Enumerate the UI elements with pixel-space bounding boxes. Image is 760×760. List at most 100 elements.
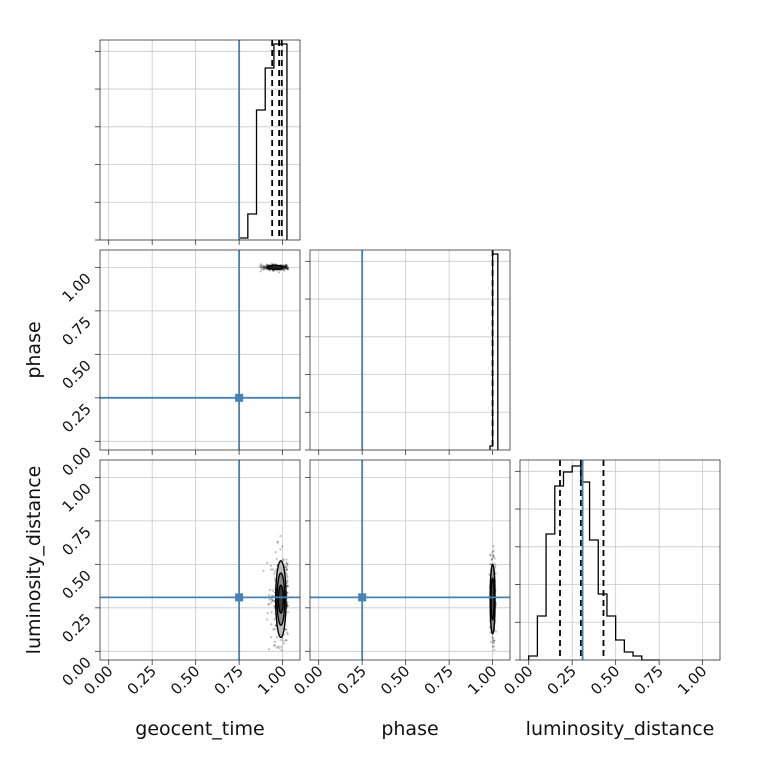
sample-point (277, 645, 280, 648)
sample-point (264, 267, 267, 270)
sample-point (283, 269, 286, 272)
sample-point (270, 262, 273, 265)
sample-point (262, 268, 265, 271)
panel-border (519, 459, 721, 661)
sample-point (268, 598, 271, 601)
sample-point (491, 645, 494, 648)
sample-point (286, 611, 289, 614)
sample-point (259, 270, 262, 273)
sample-point (489, 553, 492, 556)
sample-point (273, 618, 276, 621)
sample-point (285, 561, 288, 564)
panel-scatter-phase-luminosity_distance: 0.00 0.25 0.50 0.75 1.00 (290, 459, 511, 698)
sample-point (258, 265, 261, 268)
sample-point (283, 265, 286, 268)
sample-point (265, 266, 268, 269)
histogram-luminosity_distance (528, 465, 660, 661)
sample-point (285, 569, 289, 572)
sample-point (265, 618, 269, 621)
sample-point (493, 557, 496, 560)
sample-point (285, 568, 289, 571)
sample-point (281, 545, 284, 548)
x-axis-label-phase: phase (381, 718, 438, 740)
sample-point (266, 267, 269, 270)
sample-point (284, 265, 288, 268)
sample-point (270, 601, 273, 604)
sample-point (284, 267, 287, 270)
sample-point (266, 264, 269, 267)
sample-point (266, 264, 269, 267)
density-contour (490, 577, 495, 621)
sample-point (266, 265, 269, 269)
sample-point (274, 624, 277, 627)
sample-point (285, 264, 288, 267)
sample-point (272, 269, 275, 273)
sample-point (273, 628, 276, 631)
sample-point (276, 541, 279, 544)
sample-point (494, 572, 497, 575)
sample-point (286, 579, 289, 582)
sample-point (282, 642, 286, 645)
sample-point (273, 572, 276, 576)
sample-point (491, 641, 495, 644)
sample-point (286, 564, 289, 567)
sample-point (271, 598, 274, 601)
sample-point (274, 577, 277, 580)
sample-point (286, 580, 289, 583)
sample-point (271, 568, 274, 571)
sample-point (286, 267, 289, 270)
y-axis-label-phase: phase (23, 321, 45, 378)
sample-point (260, 264, 263, 267)
panel-border (99, 249, 301, 451)
panel-border (99, 459, 301, 661)
sample-point (283, 265, 287, 268)
sample-point (284, 566, 287, 569)
sample-point (262, 264, 265, 267)
sample-point (492, 641, 496, 644)
sample-point (282, 264, 285, 267)
truth-marker (358, 593, 367, 602)
sample-point (286, 268, 289, 271)
sample-point (266, 612, 269, 615)
sample-point (285, 639, 288, 642)
sample-point (285, 264, 288, 267)
sample-point (284, 266, 287, 269)
sample-point (268, 588, 272, 592)
sample-point (271, 599, 274, 602)
sample-point (284, 263, 287, 266)
sample-point (491, 637, 494, 640)
sample-point (286, 584, 289, 587)
sample-point (284, 569, 288, 572)
sample-point (286, 267, 289, 270)
sample-point (259, 263, 263, 266)
sample-point (492, 553, 495, 557)
sample-point (283, 266, 286, 270)
sample-point (275, 636, 279, 639)
sample-point (273, 570, 277, 573)
sample-point (489, 640, 492, 644)
sample-point (282, 265, 286, 268)
sample-point (282, 268, 285, 271)
sample-point (273, 644, 277, 647)
sample-point (286, 574, 289, 577)
sample-point (283, 267, 286, 270)
sample-point (276, 540, 279, 543)
sample-point (270, 611, 273, 614)
x-axis-label-luminosity-distance: luminosity_distance (526, 718, 715, 740)
sample-point (491, 551, 494, 554)
sample-point (267, 603, 270, 606)
density-contour (267, 264, 284, 271)
sample-point (284, 264, 287, 268)
sample-point (265, 267, 269, 270)
sample-point (265, 263, 269, 266)
sample-point (285, 264, 289, 267)
sample-point (283, 264, 286, 267)
truth-marker (235, 593, 244, 602)
sample-point (265, 266, 268, 269)
sample-point (284, 266, 288, 269)
sample-point (492, 639, 496, 642)
sample-point (283, 266, 286, 269)
sample-point (286, 562, 289, 566)
